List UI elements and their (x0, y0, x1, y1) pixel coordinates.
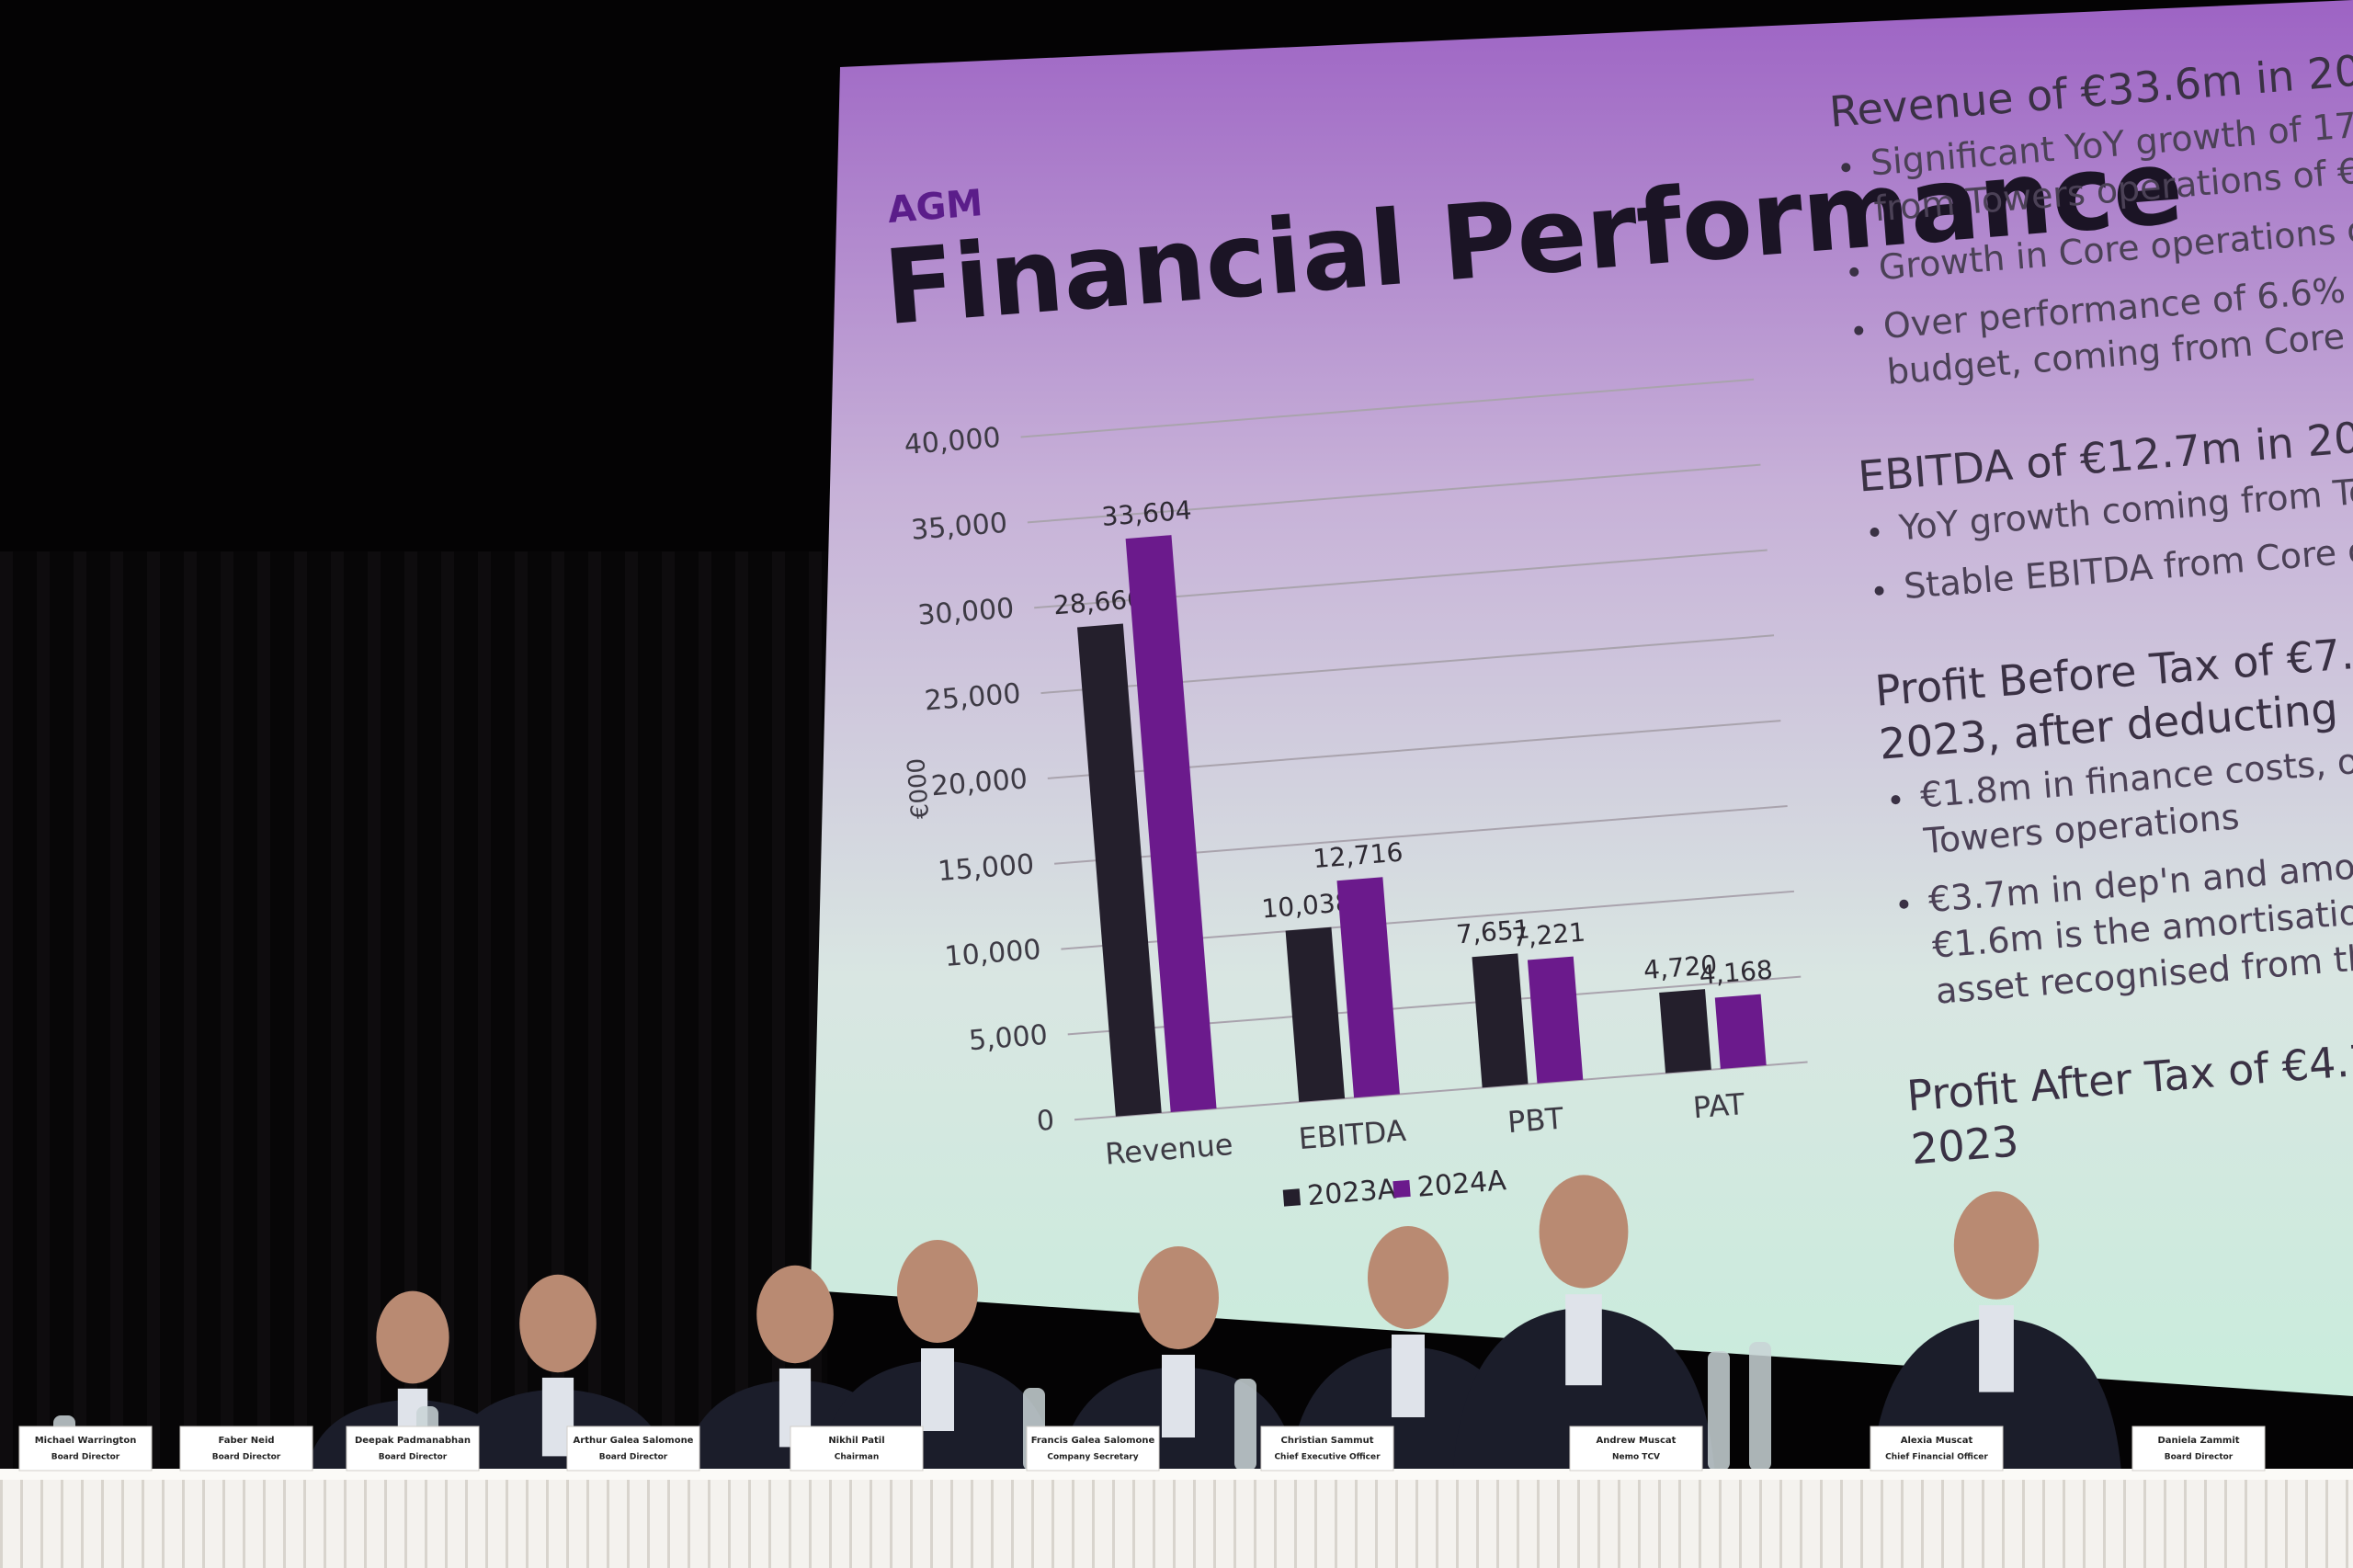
person-head (897, 1240, 978, 1343)
person-head (1953, 1191, 2040, 1300)
plate-role: Board Director (51, 1453, 120, 1462)
bar (1076, 623, 1162, 1117)
person-shirt (1162, 1355, 1195, 1437)
name-plates: Michael Warrington Board Director Faber Ne… (18, 1426, 2266, 1471)
plate-name: Christian Sammut (1280, 1436, 1373, 1446)
section-heading: 2023 (1909, 1116, 2020, 1174)
plate-role: Board Director (2165, 1453, 2234, 1462)
y-tick-label: 25,000 (923, 677, 1021, 717)
value-label: 28,666 (1052, 584, 1144, 621)
x-tick-label: PAT (1692, 1086, 1746, 1125)
plate-role: Board Director (379, 1453, 448, 1462)
plate-name: Faber Neid (218, 1436, 274, 1446)
y-axis-label: €000 (903, 757, 935, 820)
value-label: 33,604 (1100, 494, 1192, 532)
table-skirt (0, 1475, 2353, 1568)
bar (1659, 989, 1711, 1074)
plate-name: Nikhil Patil (828, 1436, 884, 1446)
chart: 0 5,000 10,000 15,000 20,000 25,000 30,000 35,0… (903, 378, 1808, 1213)
water-bottle (1749, 1342, 1771, 1471)
plate-name: Deepak Padmanabhan (355, 1436, 471, 1446)
person-shirt (1565, 1294, 1602, 1386)
plate-name: Alexia Muscat (1901, 1436, 1973, 1446)
plate-name: Francis Galea Salomone (1031, 1436, 1155, 1446)
value-label: 4,720 (1643, 949, 1719, 985)
name-plate (1569, 1426, 1703, 1471)
bullet-dot (1870, 527, 1880, 537)
value-label: 10,038 (1260, 887, 1352, 925)
y-tick-label: 20,000 (930, 763, 1029, 802)
bar (1336, 877, 1400, 1098)
person-head (1539, 1175, 1629, 1289)
bullet-dot (1849, 267, 1859, 277)
person-shirt (1392, 1335, 1425, 1417)
value-label: 12,716 (1312, 837, 1404, 875)
name-plate (346, 1426, 480, 1471)
y-tick-label: 10,000 (943, 934, 1041, 973)
plate-role: Company Secretary (1047, 1453, 1138, 1462)
value-label: 7,651 (1455, 914, 1531, 949)
name-plate (18, 1426, 153, 1471)
bullet-dot (1854, 325, 1864, 335)
value-label: 4,168 (1698, 955, 1774, 991)
name-plate (566, 1426, 700, 1471)
legend-label: 2023A (1306, 1174, 1398, 1213)
slide-logo: AGM (886, 182, 984, 232)
name-plate (2131, 1426, 2266, 1471)
plate-role: Nemo TCV (1612, 1453, 1660, 1462)
legend-swatch (1282, 1188, 1302, 1207)
person-shirt (1979, 1305, 2014, 1392)
plate-role: Board Director (212, 1453, 281, 1462)
y-tick-label: 30,000 (916, 593, 1015, 632)
plate-role: Chief Executive Officer (1274, 1453, 1381, 1462)
grid-line (1020, 378, 1755, 438)
plate-name: Michael Warrington (35, 1436, 137, 1446)
y-tick-label: 40,000 (904, 422, 1002, 461)
x-tick-label: EBITDA (1297, 1113, 1407, 1156)
bullet-dot (1874, 585, 1884, 596)
person-head (1138, 1246, 1219, 1349)
grid-line (1027, 463, 1761, 524)
bullet-dot (1891, 795, 1901, 805)
person-head (376, 1290, 449, 1384)
plate-role: Chief Financial Officer (1885, 1453, 1988, 1462)
person-head (1368, 1226, 1449, 1329)
name-plate (1260, 1426, 1394, 1471)
plate-role: Chairman (835, 1453, 879, 1462)
x-tick-label: PBT (1506, 1101, 1565, 1141)
plate-name: Daniela Zammit (2157, 1436, 2239, 1446)
bullet-dot (1841, 163, 1851, 173)
bar (1472, 953, 1529, 1088)
y-tick-label: 0 (1036, 1105, 1056, 1138)
y-tick-label: 15,000 (937, 848, 1035, 888)
plate-role: Board Director (599, 1453, 668, 1462)
legend-label: 2024A (1416, 1165, 1508, 1204)
bar (1125, 535, 1217, 1113)
plate-name: Arthur Galea Salomone (574, 1436, 694, 1446)
y-tick-label: 35,000 (910, 507, 1008, 547)
person-head (519, 1274, 597, 1373)
water-bottle (1234, 1379, 1256, 1471)
name-plate (1870, 1426, 2004, 1471)
table-top (0, 1469, 2353, 1480)
bar (1285, 926, 1346, 1103)
name-plate (790, 1426, 924, 1471)
water-bottle (1708, 1351, 1730, 1471)
name-plate (179, 1426, 313, 1471)
y-tick-label: 5,000 (968, 1019, 1049, 1058)
person-head (756, 1265, 834, 1364)
bullet-dot (1899, 899, 1909, 909)
value-label: 7,221 (1511, 917, 1587, 953)
legend-swatch (1392, 1179, 1411, 1199)
name-plate (1026, 1426, 1160, 1471)
person-shirt (921, 1348, 954, 1431)
plate-name: Andrew Muscat (1597, 1436, 1677, 1446)
bar (1714, 994, 1767, 1069)
bar (1527, 956, 1584, 1084)
